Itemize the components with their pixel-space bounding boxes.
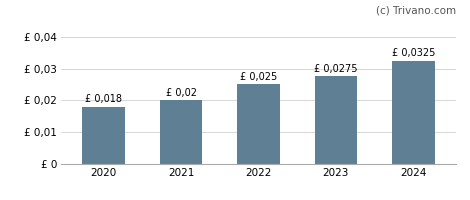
Bar	[160, 100, 203, 164]
Bar	[237, 84, 280, 164]
Text: £ 0,02: £ 0,02	[165, 88, 196, 98]
Text: (c) Trivano.com: (c) Trivano.com	[376, 6, 456, 16]
Bar	[314, 76, 357, 164]
Text: £ 0,018: £ 0,018	[85, 94, 122, 104]
Text: £ 0,0325: £ 0,0325	[392, 48, 435, 58]
Text: £ 0,0275: £ 0,0275	[314, 64, 358, 74]
Text: £ 0,025: £ 0,025	[240, 72, 277, 82]
Bar	[82, 107, 125, 164]
Bar	[392, 61, 435, 164]
